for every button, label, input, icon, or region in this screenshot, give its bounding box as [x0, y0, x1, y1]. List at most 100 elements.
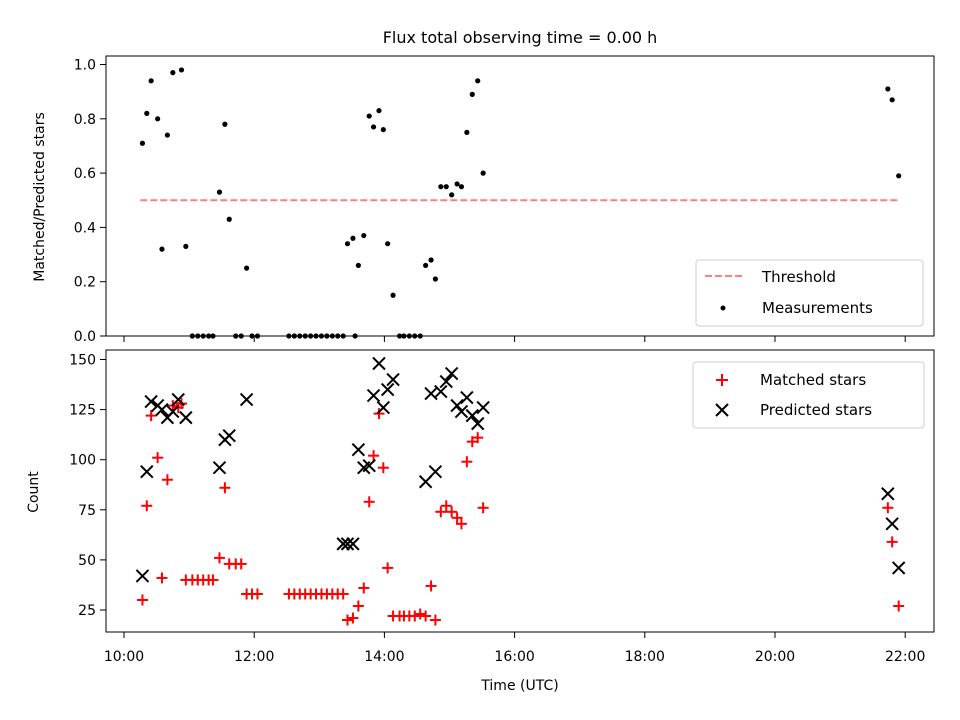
predicted-star-point: [212, 461, 227, 475]
measurement-point: [297, 333, 303, 339]
measurement-point: [195, 333, 201, 339]
predicted-star-point: [386, 372, 400, 387]
matched-star-point: [368, 450, 380, 462]
legend-measurements-label: Measurements: [762, 299, 873, 317]
measurement-point: [164, 132, 170, 138]
measurement-point: [443, 184, 449, 190]
matched-star-point: [145, 410, 157, 422]
matched-star-point: [136, 594, 148, 606]
measurement-point: [340, 333, 346, 339]
predicted-star-point: [336, 537, 350, 551]
predicted-star-point: [222, 428, 236, 443]
predicted-star-point: [144, 394, 158, 409]
measurement-point: [216, 189, 223, 195]
measurement-point: [352, 333, 358, 339]
measurement-point: [159, 246, 165, 252]
measurement-point: [249, 333, 255, 339]
predicted-star-point: [885, 517, 899, 531]
predicted-star-point: [428, 465, 443, 479]
predicted-star-point: [179, 410, 193, 425]
measurement-point: [324, 333, 330, 339]
top-legend: Threshold Measurements: [695, 259, 924, 327]
predicted-star-point: [471, 416, 485, 431]
measurement-point: [366, 113, 372, 119]
top-y-tick-label: 0.6: [74, 166, 96, 182]
measurement-point: [200, 333, 206, 339]
matched-star-point: [420, 610, 432, 622]
measurement-point: [291, 333, 297, 339]
predicted-star-point: [155, 402, 169, 417]
measurement-point: [412, 333, 418, 339]
bottom-x-tick-label: 22:00: [885, 649, 925, 665]
bottom-x-tick-label: 12:00: [234, 649, 274, 665]
measurement-point: [370, 124, 377, 130]
bottom-y-tick-label: 150: [69, 353, 96, 369]
bottom-y-ticks: 25 50 75 100 125 150: [69, 353, 106, 619]
legend-measurements-marker: [720, 305, 726, 311]
measurement-point: [178, 67, 185, 73]
bottom-y-tick-label: 25: [78, 603, 96, 619]
bottom-y-tick-label: 75: [78, 503, 96, 519]
top-panel: 0.0 0.2 0.4 0.6 0.8 1.0 Matched/Predicted sta…: [32, 55, 935, 345]
measurement-point: [406, 333, 412, 339]
top-y-tick-label: 1.0: [74, 58, 96, 74]
predicted-star-point: [881, 487, 895, 501]
measurement-point: [170, 70, 176, 76]
bottom-y-tick-label: 50: [78, 553, 96, 569]
predicted-star-point: [346, 537, 360, 551]
predicted-star-point: [454, 404, 469, 419]
matched-star-point: [251, 588, 263, 600]
legend-matched-marker: [716, 374, 728, 386]
matched-star-point: [461, 456, 473, 468]
matched-star-point: [235, 558, 247, 570]
bottom-x-ticks: 10:00 12:00 14:00 16:00 18:00 20:00 22:00: [104, 632, 925, 665]
measurement-point: [475, 78, 481, 84]
measurement-point: [885, 86, 891, 92]
matched-star-point: [477, 502, 489, 514]
measurement-point: [896, 173, 902, 179]
bottom-series: [135, 356, 906, 626]
measurement-point: [313, 333, 319, 339]
top-y-tick-label: 0.0: [74, 329, 96, 345]
legend-threshold-label: Threshold: [761, 268, 836, 286]
measurement-point: [355, 262, 361, 269]
matched-star-point: [472, 432, 484, 444]
matched-star-point: [358, 582, 370, 594]
measurement-point: [206, 333, 212, 339]
bottom-y-tick-label: 125: [69, 403, 96, 419]
bottom-legend-box: [692, 361, 925, 429]
matched-star-point: [446, 506, 458, 518]
predicted-star-point: [380, 382, 395, 397]
predicted-star-point: [239, 392, 254, 407]
predicted-star-point: [366, 388, 381, 403]
measurement-point: [233, 333, 239, 339]
matched-star-point: [373, 408, 385, 420]
top-y-tick-label: 0.4: [74, 220, 96, 236]
matched-star-point: [207, 574, 219, 586]
measurement-point: [376, 108, 382, 114]
legend-predicted-label: Predicted stars: [760, 401, 872, 419]
measurement-point: [423, 262, 429, 269]
matched-star-point: [440, 500, 452, 512]
predicted-star-point: [376, 400, 391, 415]
measurement-point: [438, 184, 444, 190]
measurement-point: [432, 276, 438, 282]
bottom-x-tick-label: 20:00: [755, 649, 795, 665]
measurement-point: [286, 333, 292, 339]
bottom-x-tick-label: 18:00: [625, 649, 665, 665]
top-series: [139, 67, 902, 339]
measurement-point: [361, 232, 367, 239]
matched-star-point: [213, 552, 225, 564]
matched-star-point: [893, 600, 905, 612]
matched-star-point: [352, 600, 364, 612]
measurement-point: [329, 333, 335, 339]
matched-star-point: [429, 614, 441, 626]
chart-title: Flux total observing time = 0.00 h: [383, 28, 658, 47]
predicted-star-point: [135, 569, 150, 583]
matched-star-point: [156, 572, 168, 584]
matched-star-point: [435, 506, 447, 518]
top-legend-box: [695, 259, 924, 327]
predicted-star-point: [434, 384, 448, 399]
top-y-axis-label: Matched/Predicted stars: [32, 112, 48, 282]
